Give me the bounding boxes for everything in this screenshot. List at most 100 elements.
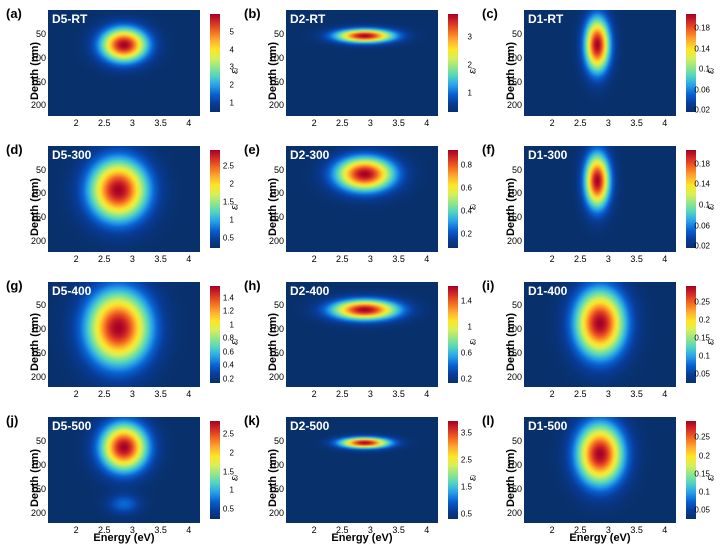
y-tick: 150: [504, 212, 522, 222]
colorbar-tick: 0.5: [223, 234, 234, 243]
y-axis-label: Depth (nm): [267, 313, 279, 371]
colorbar-label: εᵢ: [706, 68, 717, 74]
y-tick: 150: [266, 348, 284, 358]
y-tick: 150: [266, 77, 284, 87]
x-tick: 3.5: [392, 118, 405, 128]
colorbar-tick: 4: [230, 45, 234, 54]
x-tick: 2: [74, 525, 79, 535]
colorbar-tick: 3.5: [461, 428, 472, 437]
colorbar-tick: 0.18: [694, 159, 710, 168]
colorbar-gradient: [210, 150, 220, 248]
y-tick: 150: [266, 484, 284, 494]
x-tick: 3.5: [392, 254, 405, 264]
x-tick: 4: [186, 254, 191, 264]
y-tick: 100: [28, 460, 46, 470]
colorbar-tick: 0.14: [694, 180, 710, 189]
x-tick: 2: [74, 254, 79, 264]
x-tick: 3.5: [630, 525, 643, 535]
colorbar-tick: 0.2: [461, 375, 472, 384]
x-tick: 3.5: [392, 525, 405, 535]
y-tick: 50: [504, 436, 522, 446]
sample-label: D2-RT: [290, 12, 325, 26]
colorbar-tick: 2.5: [223, 430, 234, 439]
x-tick: 3: [368, 389, 373, 399]
y-tick: 100: [266, 53, 284, 63]
colorbar-tick: 1: [230, 486, 234, 495]
colorbar-tick: 0.18: [694, 24, 710, 33]
x-tick: 4: [662, 118, 667, 128]
x-tick: 2.5: [574, 525, 587, 535]
y-axis-label: Depth (nm): [29, 178, 41, 236]
colorbar-label: εᵢ: [230, 475, 241, 481]
colorbar-tick: 0.06: [694, 221, 710, 230]
y-tick: 100: [504, 460, 522, 470]
colorbar: [210, 150, 220, 248]
x-tick: 2.5: [336, 525, 349, 535]
y-axis-label: Depth (nm): [267, 42, 279, 100]
colorbar-gradient: [210, 286, 220, 384]
colorbar-tick: 5: [230, 27, 234, 36]
colorbar-tick: 1: [468, 88, 472, 97]
colorbar-tick: 0.06: [694, 85, 710, 94]
colorbar-tick: 0.02: [694, 242, 710, 251]
y-tick: 50: [266, 29, 284, 39]
colorbar-tick: 1.4: [223, 293, 234, 302]
colorbar-tick: 0.6: [461, 183, 472, 192]
colorbar-tick: 2: [230, 81, 234, 90]
x-tick: 4: [186, 525, 191, 535]
x-tick: 2.5: [574, 389, 587, 399]
colorbar-label: εᵢ: [706, 475, 717, 481]
panel-l: (l)D1-500Depth (nm)Energy (eV)5010015020…: [480, 411, 712, 545]
y-tick: 100: [504, 324, 522, 334]
colorbar-label: εᵢ: [230, 204, 241, 210]
x-tick: 2: [74, 118, 79, 128]
x-tick: 4: [424, 118, 429, 128]
y-tick: 150: [504, 484, 522, 494]
heatmap-grid: (a)D5-RTDepth (nm)5010015020022.533.5412…: [0, 0, 720, 549]
panel-k: (k)D2-500Depth (nm)Energy (eV)5010015020…: [242, 411, 474, 545]
colorbar-tick: 0.1: [699, 487, 710, 496]
panel-i: (i)D1-400Depth (nm)5010015020022.533.540…: [480, 276, 712, 410]
x-tick: 2: [550, 254, 555, 264]
sample-label: D1-500: [528, 419, 567, 433]
colorbar-label: εᵢ: [468, 340, 479, 346]
colorbar-tick: 1.5: [461, 483, 472, 492]
y-tick: 100: [504, 188, 522, 198]
x-tick: 2.5: [336, 389, 349, 399]
colorbar-tick: 0.2: [461, 229, 472, 238]
colorbar-tick: 2: [230, 448, 234, 457]
y-tick: 50: [28, 436, 46, 446]
x-tick: 3.5: [630, 118, 643, 128]
y-axis-label: Depth (nm): [505, 313, 517, 371]
y-tick: 200: [504, 372, 522, 382]
y-tick: 50: [28, 300, 46, 310]
colorbar: [210, 421, 220, 519]
colorbar-tick: 0.2: [223, 374, 234, 383]
colorbar-gradient: [448, 150, 458, 248]
colorbar-label: εᵢ: [468, 475, 479, 481]
x-tick: 2.5: [336, 254, 349, 264]
colorbar-tick: 0.5: [461, 510, 472, 519]
colorbar-tick: 3: [468, 32, 472, 41]
colorbar-tick: 0.05: [694, 505, 710, 514]
x-tick: 4: [186, 389, 191, 399]
x-tick: 2.5: [98, 389, 111, 399]
colorbar-label: εᵢ: [706, 204, 717, 210]
panel-label: (b): [244, 6, 261, 21]
panel-c: (c)D1-RTDepth (nm)5010015020022.533.540.…: [480, 4, 712, 138]
sample-label: D2-500: [290, 419, 329, 433]
y-axis-label: Depth (nm): [29, 42, 41, 100]
x-tick: 3: [606, 118, 611, 128]
colorbar-tick: 0.6: [223, 347, 234, 356]
x-tick: 2.5: [574, 118, 587, 128]
colorbar: [448, 286, 458, 384]
colorbar-tick: 0.14: [694, 44, 710, 53]
y-tick: 50: [266, 165, 284, 175]
x-tick: 4: [662, 254, 667, 264]
x-tick: 2: [550, 118, 555, 128]
x-tick: 2.5: [574, 254, 587, 264]
y-axis-label: Depth (nm): [29, 449, 41, 507]
panel-label: (i): [482, 278, 494, 293]
colorbar-tick: 0.02: [694, 106, 710, 115]
x-tick: 2.5: [98, 254, 111, 264]
